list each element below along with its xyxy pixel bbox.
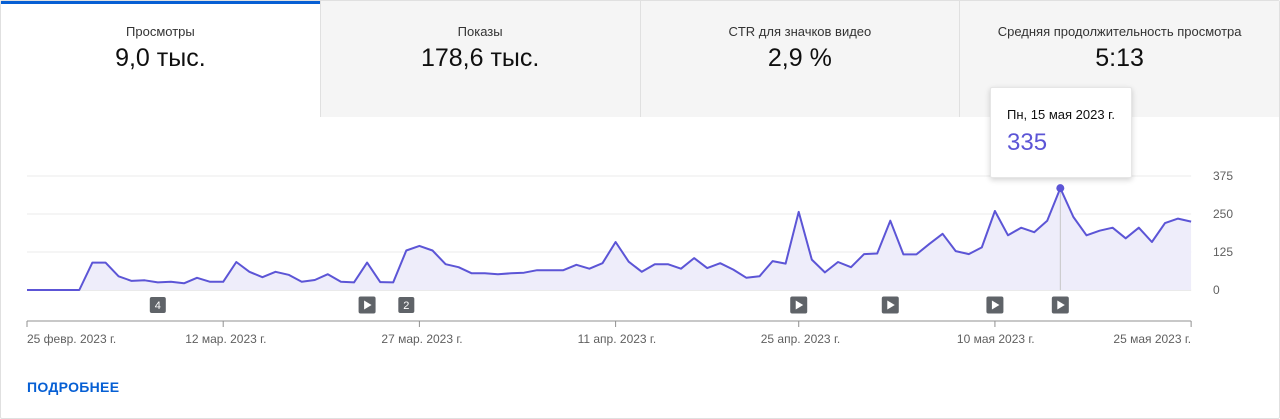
play-icon bbox=[991, 300, 1000, 310]
x-tick-label: 12 мар. 2023 г. bbox=[185, 332, 266, 346]
chart-tooltip: Пн, 15 мая 2023 г. 335 bbox=[990, 87, 1132, 178]
tab-label: Показы bbox=[457, 24, 503, 39]
tab-ctr[interactable]: CTR для значков видео 2,9 % bbox=[639, 1, 960, 117]
series-line bbox=[27, 187, 1192, 291]
tooltip-date: Пн, 15 мая 2023 г. bbox=[1007, 107, 1115, 122]
x-tick-label: 27 мар. 2023 г. bbox=[381, 332, 462, 346]
count-marker bbox=[149, 297, 166, 313]
highlight-point bbox=[1056, 184, 1065, 193]
y-tick-label: 250 bbox=[1213, 207, 1233, 221]
x-tick-label: 10 мая 2023 г. bbox=[957, 332, 1035, 346]
tab-label: CTR для значков видео bbox=[728, 24, 872, 39]
count-marker bbox=[398, 297, 415, 313]
metric-tabs: Просмотры 9,0 тыс. Показы 178,6 тыс. CTR… bbox=[1, 1, 1279, 117]
count-marker-label: 4 bbox=[155, 300, 161, 312]
views-chart[interactable]: 375 250 125 0 4 2 25 февр. 2023 г. 12 мар. 2023… bbox=[1, 1, 1279, 361]
play-icon bbox=[1057, 300, 1065, 310]
x-tick-label: 25 апр. 2023 г. bbox=[761, 332, 840, 346]
play-icon bbox=[795, 300, 804, 310]
tab-views[interactable]: Просмотры 9,0 тыс. bbox=[1, 1, 320, 117]
tab-value: 2,9 % bbox=[767, 44, 832, 72]
x-tick-label: 25 мая 2023 г. bbox=[1113, 332, 1191, 346]
y-tick-label: 375 bbox=[1213, 169, 1233, 183]
tab-value: 9,0 тыс. bbox=[115, 44, 206, 72]
tooltip-value: 335 bbox=[1007, 129, 1048, 156]
y-tick-label: 125 bbox=[1213, 245, 1233, 259]
tab-value: 5:13 bbox=[1095, 44, 1144, 72]
x-tick-label: 11 апр. 2023 г. bbox=[578, 332, 657, 346]
tab-label: Просмотры bbox=[126, 24, 195, 39]
play-icon bbox=[364, 300, 372, 310]
tab-impressions[interactable]: Показы 178,6 тыс. bbox=[319, 1, 640, 117]
x-tick-label: 25 февр. 2023 г. bbox=[27, 332, 116, 346]
tab-value: 178,6 тыс. bbox=[420, 44, 540, 72]
y-tick-label: 0 bbox=[1213, 283, 1220, 297]
tab-label: Средняя продолжительность просмотра bbox=[997, 24, 1242, 39]
count-marker-label: 2 bbox=[403, 300, 409, 312]
series-area bbox=[27, 188, 1192, 290]
see-more-link[interactable]: ПОДРОБНЕЕ bbox=[27, 379, 120, 395]
play-icon bbox=[887, 300, 895, 310]
